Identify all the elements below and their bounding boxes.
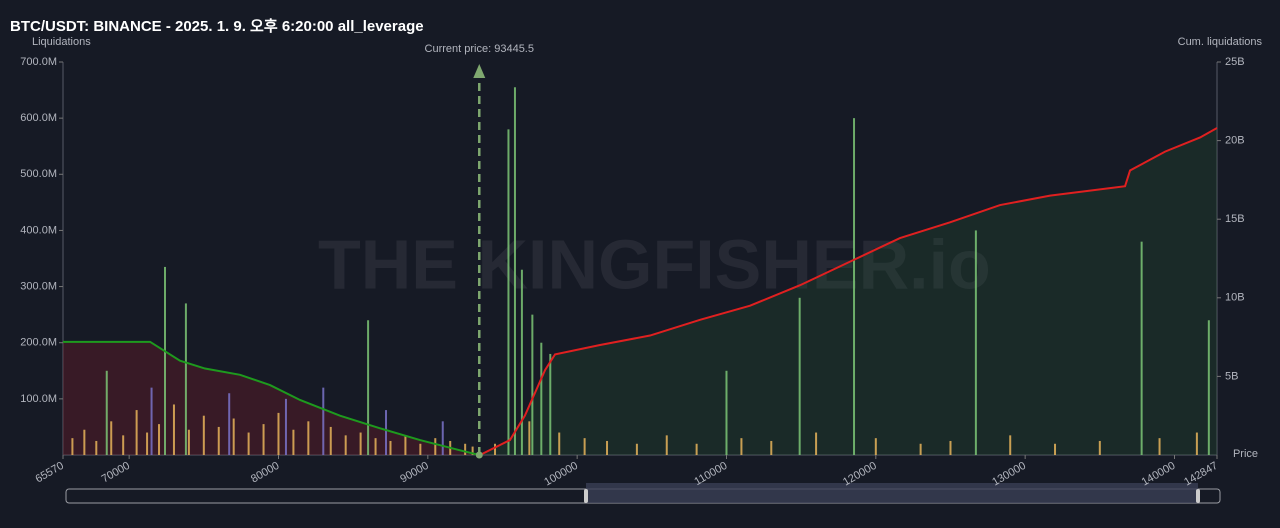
bar	[695, 443, 698, 455]
y2-tick-label: 15B	[1225, 213, 1245, 225]
bar	[528, 421, 531, 455]
y-tick-label: 600.0M	[20, 112, 57, 124]
bar	[419, 443, 422, 455]
bar	[292, 429, 295, 455]
bar	[583, 438, 586, 455]
bar	[217, 426, 220, 455]
bar	[464, 443, 467, 455]
bar	[949, 440, 952, 455]
bar	[1207, 320, 1210, 455]
bar	[202, 415, 205, 455]
bar	[740, 438, 743, 455]
bar	[262, 424, 265, 455]
cum-line	[63, 340, 480, 456]
bar	[344, 435, 347, 455]
bar	[1158, 438, 1161, 455]
bar	[441, 421, 444, 455]
bar	[389, 440, 392, 455]
bar	[150, 387, 153, 455]
y2-tick-label: 5B	[1225, 370, 1238, 382]
bar	[187, 429, 190, 455]
bar	[606, 440, 609, 455]
bar	[122, 435, 125, 455]
bar	[974, 230, 977, 455]
bar	[798, 297, 801, 455]
bar	[184, 303, 187, 455]
scroll-thumb[interactable]	[586, 483, 1198, 503]
bar	[635, 443, 638, 455]
bar	[158, 424, 161, 455]
bar	[1098, 440, 1101, 455]
bar	[307, 421, 310, 455]
bar	[1140, 241, 1143, 455]
bar	[1009, 435, 1012, 455]
bar	[110, 421, 113, 455]
bar	[665, 435, 668, 455]
bar	[919, 443, 922, 455]
bar	[520, 269, 523, 455]
bar	[322, 387, 325, 455]
bar	[95, 440, 98, 455]
bar	[494, 443, 497, 455]
bar	[71, 438, 74, 455]
bar	[1195, 432, 1198, 455]
cum-area	[480, 128, 1217, 456]
bar	[163, 266, 166, 455]
bar	[277, 412, 280, 455]
y-tick-label: 400.0M	[20, 224, 57, 236]
bar	[284, 398, 287, 455]
cum-area	[63, 341, 480, 455]
bar	[1054, 443, 1057, 455]
y-tick-label: 300.0M	[20, 280, 57, 292]
y-tick-label: 200.0M	[20, 337, 57, 349]
bar	[853, 118, 856, 456]
current-price-label: Current price: 93445.5	[425, 43, 534, 55]
bar	[83, 429, 86, 455]
watermark: THE KINGFISHER.io	[318, 225, 991, 303]
bar	[725, 370, 728, 455]
scrollbar[interactable]	[65, 483, 1221, 504]
bar	[471, 446, 474, 455]
current-price-dot	[475, 451, 483, 459]
bar	[434, 438, 437, 455]
bar	[404, 435, 407, 455]
bar	[558, 432, 561, 455]
scroll-handle[interactable]	[1196, 489, 1200, 503]
bar	[228, 393, 231, 455]
bar	[367, 320, 370, 455]
current-price-arrow	[473, 64, 486, 78]
bar	[329, 426, 332, 455]
bar	[247, 432, 250, 455]
bar	[507, 129, 510, 455]
cum-line	[479, 127, 1218, 456]
bar	[359, 432, 362, 455]
bar	[172, 404, 175, 455]
scroll-handle[interactable]	[584, 489, 588, 503]
bar	[770, 440, 773, 455]
y2-tick-label: 25B	[1225, 56, 1245, 68]
bar	[385, 410, 388, 455]
bar	[513, 87, 516, 455]
y2-tick-label: 10B	[1225, 292, 1245, 304]
bar	[105, 370, 108, 455]
bar	[135, 410, 138, 455]
y2-axis-label: Cum. liquidations	[1178, 36, 1263, 48]
bar	[374, 438, 377, 455]
bar	[540, 342, 543, 455]
x-axis-label: Price	[1233, 448, 1258, 460]
y-tick-label: 700.0M	[20, 56, 57, 68]
bar	[146, 432, 149, 455]
bar	[549, 353, 552, 455]
bar	[815, 432, 818, 455]
y-tick-label: 100.0M	[20, 393, 57, 405]
bar	[232, 418, 235, 455]
y-axis-label: Liquidations	[32, 36, 91, 48]
bar	[531, 314, 534, 455]
bar	[874, 438, 877, 455]
y-tick-label: 500.0M	[20, 168, 57, 180]
y2-tick-label: 20B	[1225, 135, 1245, 147]
chart-title: BTC/USDT: BINANCE - 2025. 1. 9. 오후 6:20:…	[10, 18, 424, 35]
